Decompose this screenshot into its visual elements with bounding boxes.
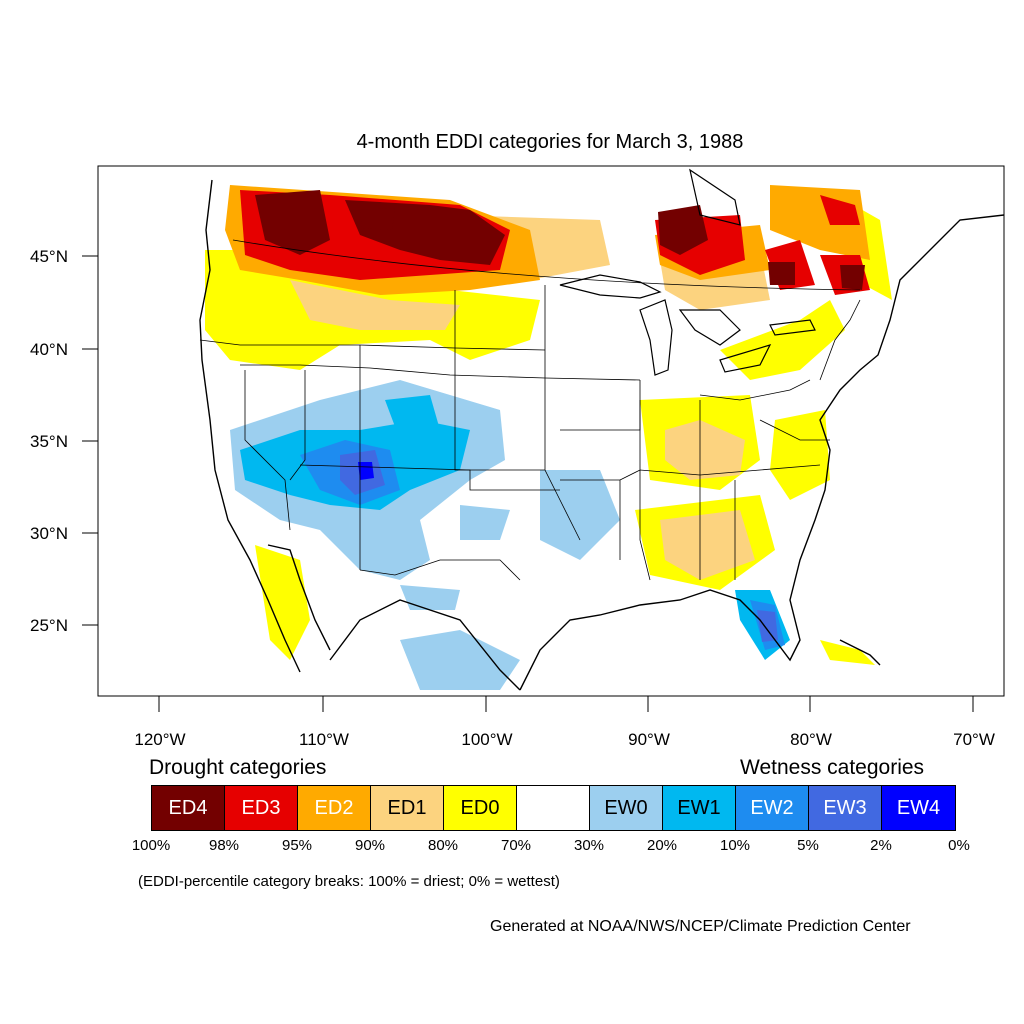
ed1-regions [290,215,770,580]
legend-box-ed0: ED0 [444,786,517,830]
state-borders [199,239,861,581]
legend-box-ed2: ED2 [298,786,371,830]
lon-ticks [158,696,974,712]
break-label: 90% [354,837,386,854]
lon-label-110: 110°W [299,730,349,749]
lon-label-80: 80°W [790,730,832,749]
lat-label-25: 25°N [30,616,68,635]
break-label: 20% [646,837,678,854]
coastlines [199,179,1004,691]
break-label: 30% [573,837,605,854]
legend-box-ed1: ED1 [371,786,444,830]
category-note: (EDDI-percentile category breaks: 100% =… [138,873,560,890]
lat-label-35: 35°N [30,432,68,451]
break-label: 5% [797,837,819,854]
break-label: 80% [427,837,459,854]
lat-label-30: 30°N [30,524,68,543]
break-label: 70% [500,837,532,854]
lon-label-100: 100°W [461,730,512,749]
lat-label-40: 40°N [30,340,68,359]
legend-box-ew2: EW2 [736,786,809,830]
legend-box-ew4: EW4 [882,786,955,830]
lon-label-70: 70°W [953,730,995,749]
break-label: 2% [870,837,892,854]
map-field [199,168,1004,691]
break-label: 10% [719,837,751,854]
lat-ticks [82,255,98,626]
category-legend-bar: ED4 ED3 ED2 ED1 ED0 EW0 EW1 EW2 EW3 EW4 [151,785,956,831]
legend-box-ed3: ED3 [225,786,298,830]
ed4-regions [255,190,865,290]
break-label: 95% [281,837,313,854]
lon-label-120: 120°W [134,730,185,749]
legend-box-ew1: EW1 [663,786,736,830]
legend-box-ew0: EW0 [590,786,663,830]
legend-box-normal [517,786,590,830]
credit-line: Generated at NOAA/NWS/NCEP/Climate Predi… [490,918,911,935]
break-label: 98% [208,837,240,854]
break-label: 100% [131,837,171,854]
lon-label-90: 90°W [628,730,670,749]
lat-label-45: 45°N [30,247,68,266]
legend-box-ew3: EW3 [809,786,882,830]
drought-categories-heading: Drought categories [149,756,327,779]
map-frame [97,165,1005,697]
legend-box-ed4: ED4 [152,786,225,830]
great-lakes [559,168,816,376]
map-title: 4-month EDDI categories for March 3, 198… [356,131,744,153]
break-label: 0% [948,837,970,854]
wetness-categories-heading: Wetness categories [740,756,925,779]
